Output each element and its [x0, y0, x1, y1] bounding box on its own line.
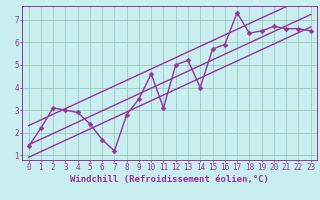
- X-axis label: Windchill (Refroidissement éolien,°C): Windchill (Refroidissement éolien,°C): [70, 175, 269, 184]
